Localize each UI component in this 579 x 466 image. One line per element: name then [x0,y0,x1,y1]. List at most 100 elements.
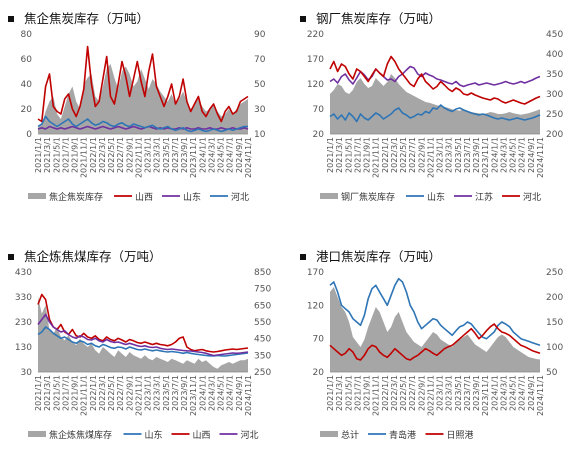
legend-item: 山西 [171,430,211,441]
y-right-tick-label: 350 [254,351,271,361]
line-series-青岛港 [329,277,541,347]
chart-title: 港口焦炭库存（万吨） [300,246,441,265]
x-tick-label: 2023/7/1 [463,375,472,411]
legend-label: 江苏 [475,191,493,203]
area-series-焦企炼焦煤库存 [38,297,248,372]
chart-svg: 20 70 120 170 50 100 150 200 250 2021/1/1 2021/3/1… [307,268,564,441]
x-tick-label: 2021/1/1 [326,137,335,173]
x-tick-label: 2022/3/1 [98,137,107,173]
x-tick-label: 2024/9/1 [235,137,244,173]
x-tick-label: 2023/1/1 [144,375,153,411]
y-right-tick-label: 70 [254,55,266,65]
y-right-tick-label: 400 [546,50,563,60]
line-series-山西 [37,45,249,123]
y-left-tick-label: 60 [21,55,33,65]
y-left-tick-label: 20 [313,130,325,140]
x-tick-label: 2022/5/1 [107,137,116,173]
y-left-tick-label: 330 [15,293,32,303]
y-right-tick-label: 300 [546,90,563,100]
legend-item: 山东 [406,191,445,203]
legend-swatch [28,431,46,437]
y-right-tick-label: 200 [546,293,563,303]
legend-label: 总计 [341,429,359,441]
legend-item: 山东 [123,429,163,441]
x-tick-label: 2021/5/1 [344,137,353,173]
x-tick-label: 2022/9/1 [417,137,426,173]
x-tick-label: 2024/9/1 [235,375,244,411]
x-tick-label: 2024/1/1 [198,375,207,411]
chart-title-text: 焦企焦炭库存（万吨） [24,11,150,26]
x-tick-label: 2024/7/1 [518,137,527,173]
legend-label: 焦企焦炭库存 [49,191,103,203]
y-right-tick-label: 50 [254,80,266,90]
title-bullet [8,253,14,260]
legend-item: 山西 [114,192,153,203]
x-tick-label: 2024/3/1 [500,375,509,411]
y-left-tick-label: 120 [307,301,324,311]
x-tick-label: 2021/1/1 [326,375,335,411]
x-tick-label: 2022/7/1 [408,375,417,411]
x-tick-label: 2024/5/1 [217,137,226,173]
x-tick-label: 2021/1/1 [34,137,43,173]
x-tick-label: 2024/11/1 [244,137,253,178]
x-tick-label: 2023/7/1 [171,375,180,411]
x-tick-label: 2022/11/1 [134,375,143,416]
x-tick-label: 2023/7/1 [171,137,180,173]
y-left-tick-label: 230 [15,318,32,328]
x-tick-label: 2023/3/1 [153,137,162,173]
y-left-tick-label: 430 [15,268,32,278]
title-bullet [8,15,14,22]
y-left-tick-label: 20 [313,368,325,378]
x-tick-label: 2023/3/1 [153,375,162,411]
x-tick-label: 2022/7/1 [408,137,417,173]
x-tick-label: 2024/3/1 [208,375,217,411]
y-left-tick-label: 70 [313,335,325,345]
x-tick-label: 2021/9/1 [71,375,80,411]
x-tick-label: 2024/11/1 [244,375,253,416]
legend-item: 青岛港 [368,429,416,441]
title-bullet [300,15,306,22]
x-tick-label: 2021/3/1 [335,375,344,411]
y-right-tick-label: 150 [546,318,563,328]
x-tick-label: 2023/5/1 [162,375,171,411]
x-tick-label: 2023/1/1 [144,137,153,173]
x-tick-label: 2021/1/1 [34,375,43,411]
legend-item: 江苏 [454,191,493,203]
y-left-tick-label: 170 [307,55,324,65]
y-right-tick-label: 450 [254,335,271,345]
x-tick-label: 2023/9/1 [180,137,189,173]
x-tick-label: 2024/1/1 [490,375,499,411]
legend-item: 山东 [162,191,201,203]
x-tick-label: 2022/5/1 [107,375,116,411]
x-tick-label: 2021/7/1 [353,375,362,411]
line-series-河北 [37,313,249,357]
legend-item: 日照港 [425,429,474,441]
x-tick-label: 2023/11/1 [481,375,490,416]
line-series-江苏 [329,65,541,88]
chart-panel-coking-coke: 焦企焦炭库存（万吨） 0 20 40 60 80 10 30 50 70 90 2021/1/1 20… [8,8,283,223]
x-tick-label: 2024/7/1 [226,137,235,173]
chart-panel-steel-coke: 钢厂焦炭库存（万吨） 20 70 120 170 220 200 250 300 350 400 4… [300,8,575,223]
y-right-tick-label: 750 [254,285,271,295]
legend-label: 山西 [193,430,211,441]
x-tick-label: 2024/7/1 [226,375,235,411]
x-tick-label: 2022/9/1 [125,137,134,173]
legend-label: 河北 [231,191,249,203]
line-series-日照港 [329,323,541,361]
x-tick-label: 2023/3/1 [445,375,454,411]
legend-label: 山东 [145,429,163,441]
x-tick-label: 2021/11/1 [372,137,381,178]
y-right-tick-label: 200 [546,130,563,140]
legend-swatch [28,193,46,199]
x-tick-label: 2021/5/1 [344,375,353,411]
x-tick-label: 2022/9/1 [125,375,134,411]
chart-title: 焦企炼焦煤库存（万吨） [8,246,162,265]
x-tick-label: 2023/5/1 [454,375,463,411]
legend-label: 山东 [427,191,445,203]
y-left-tick-label: 130 [15,343,32,353]
y-right-tick-label: 250 [254,368,271,378]
y-left-tick-label: 120 [307,80,324,90]
legend-item: 钢厂焦炭库存 [320,191,395,203]
